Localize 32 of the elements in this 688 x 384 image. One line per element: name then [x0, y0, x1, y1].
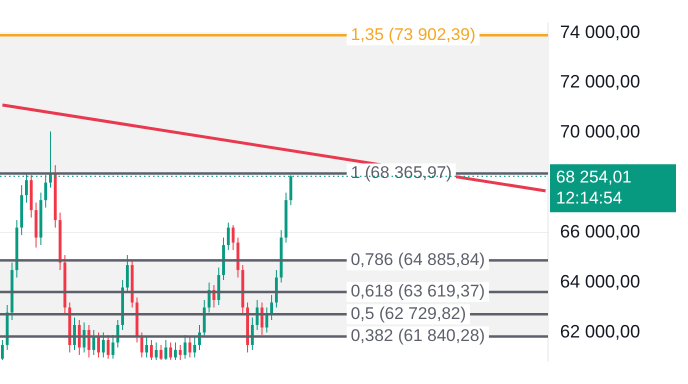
candlestick: [78, 319, 81, 356]
ref-line-label: 1,35 (73 902,39): [350, 24, 476, 44]
y-tick-label: 70 000,00: [560, 122, 640, 142]
y-tick-label: 72 000,00: [560, 72, 640, 92]
candlestick: [232, 224, 235, 251]
candlestick: [164, 339, 168, 360]
candlestick: [0, 339, 4, 360]
candlestick: [87, 324, 90, 358]
candlestick: [260, 302, 264, 336]
candlestick: [145, 336, 148, 358]
candlestick: [174, 342, 177, 360]
candlestick: [188, 336, 192, 358]
y-tick-label: 74 000,00: [560, 22, 640, 42]
y-tick-label: 64 000,00: [560, 272, 640, 292]
ref-line-label: 0,786 (64 885,84): [350, 250, 485, 270]
ref-line-label: 68 254,01 12:14:54: [556, 167, 632, 208]
candlestick: [97, 332, 100, 358]
candlestick: [73, 316, 76, 350]
candlestick: [126, 254, 129, 294]
candlestick: [193, 336, 196, 358]
candlestick: [250, 316, 254, 350]
ref-line-label: 0,382 (61 840,28): [350, 326, 485, 346]
candlestick: [160, 344, 162, 360]
ref-line-label: 1 (68 365,97): [350, 163, 452, 182]
candlestick: [226, 222, 230, 251]
candlestick: [169, 342, 172, 360]
y-tick-label: 66 000,00: [560, 222, 640, 242]
candlestick: [150, 339, 153, 360]
candlestick: [102, 332, 105, 358]
ref-line-label: 0,5 (62 729,82): [350, 304, 466, 323]
y-tick-label: 62 000,00: [560, 321, 640, 342]
ref-line-label: 0,618 (63 619,37): [350, 282, 485, 301]
